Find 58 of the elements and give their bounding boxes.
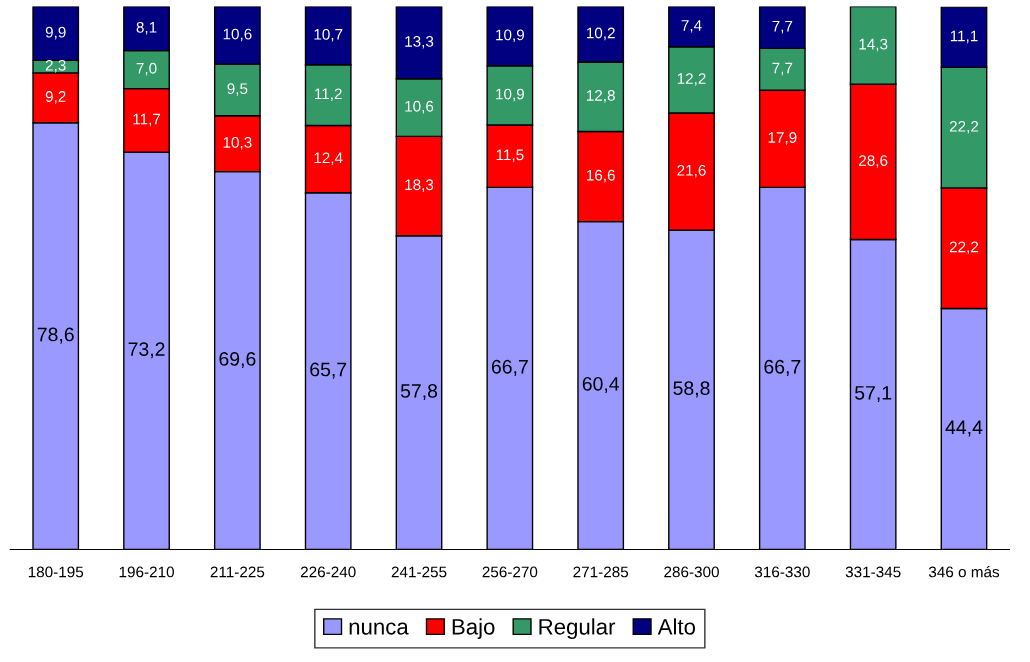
data-label: 17,9 — [768, 132, 797, 145]
x-tick-label: 226-240 — [300, 566, 356, 578]
data-label: 13,3 — [405, 36, 434, 49]
data-label: 10,3 — [223, 136, 252, 150]
data-label: 22,2 — [949, 120, 979, 134]
data-label: 28,6 — [859, 155, 888, 168]
x-tick-label: 271-285 — [573, 566, 629, 578]
data-label: 7,0 — [136, 62, 157, 76]
data-label: 14,3 — [859, 38, 888, 52]
data-label: 10,6 — [223, 28, 252, 42]
data-label: 10,2 — [586, 27, 615, 41]
data-label: 10,6 — [405, 100, 434, 114]
data-label: 10,9 — [496, 29, 524, 43]
data-label: 16,6 — [586, 169, 615, 183]
data-label: 9,5 — [227, 83, 248, 96]
data-label: 21,6 — [677, 164, 706, 178]
x-tick-label: 180-195 — [28, 566, 84, 578]
data-label: 12,8 — [586, 90, 615, 103]
data-label: 57,8 — [400, 384, 438, 401]
data-label: 11,7 — [133, 113, 161, 127]
data-label: 12,2 — [677, 73, 706, 86]
data-label: 60,4 — [582, 376, 620, 394]
data-label: 66,7 — [491, 359, 528, 376]
data-label: 57,1 — [855, 386, 892, 402]
x-tick-label: 346 o más — [928, 565, 1000, 578]
data-label: 69,6 — [219, 352, 256, 369]
data-label: 10,7 — [314, 28, 343, 42]
x-tick-label: 241-255 — [391, 566, 447, 578]
data-label: 2,3 — [45, 59, 66, 73]
legend-label: Bajo — [452, 618, 495, 640]
x-tick-label: 211-225 — [210, 566, 265, 578]
data-label: 8,1 — [136, 21, 157, 35]
data-label: 9,9 — [45, 26, 66, 40]
data-label: 11,5 — [496, 149, 524, 163]
data-label: 11,1 — [950, 30, 978, 44]
data-label: 7,7 — [772, 62, 793, 76]
data-label: 11,2 — [315, 88, 342, 102]
data-label: 73,2 — [128, 342, 165, 359]
x-tick-label: 331-345 — [845, 566, 901, 578]
data-label: 78,6 — [37, 327, 74, 344]
data-label: 7,4 — [681, 20, 702, 33]
x-tick-label: 286-300 — [664, 566, 719, 578]
data-label: 12,4 — [314, 152, 343, 166]
data-label: 7,7 — [772, 20, 793, 34]
data-label: 18,3 — [405, 179, 434, 192]
data-label: 9,2 — [45, 91, 66, 104]
x-tick-label: 316-330 — [754, 566, 810, 578]
x-tick-label: 196-210 — [119, 566, 174, 578]
data-label: 10,9 — [496, 88, 524, 102]
legend-label: Alto — [657, 618, 696, 635]
data-label: 66,7 — [764, 359, 801, 376]
data-label: 65,7 — [310, 362, 347, 379]
legend-label: nunca — [349, 622, 409, 635]
data-label: 58,8 — [673, 381, 710, 398]
data-label: 22,2 — [949, 241, 979, 255]
data-label: 44,4 — [945, 420, 983, 437]
x-tick-label: 256-270 — [482, 566, 538, 578]
legend-label: Regular — [539, 618, 616, 640]
